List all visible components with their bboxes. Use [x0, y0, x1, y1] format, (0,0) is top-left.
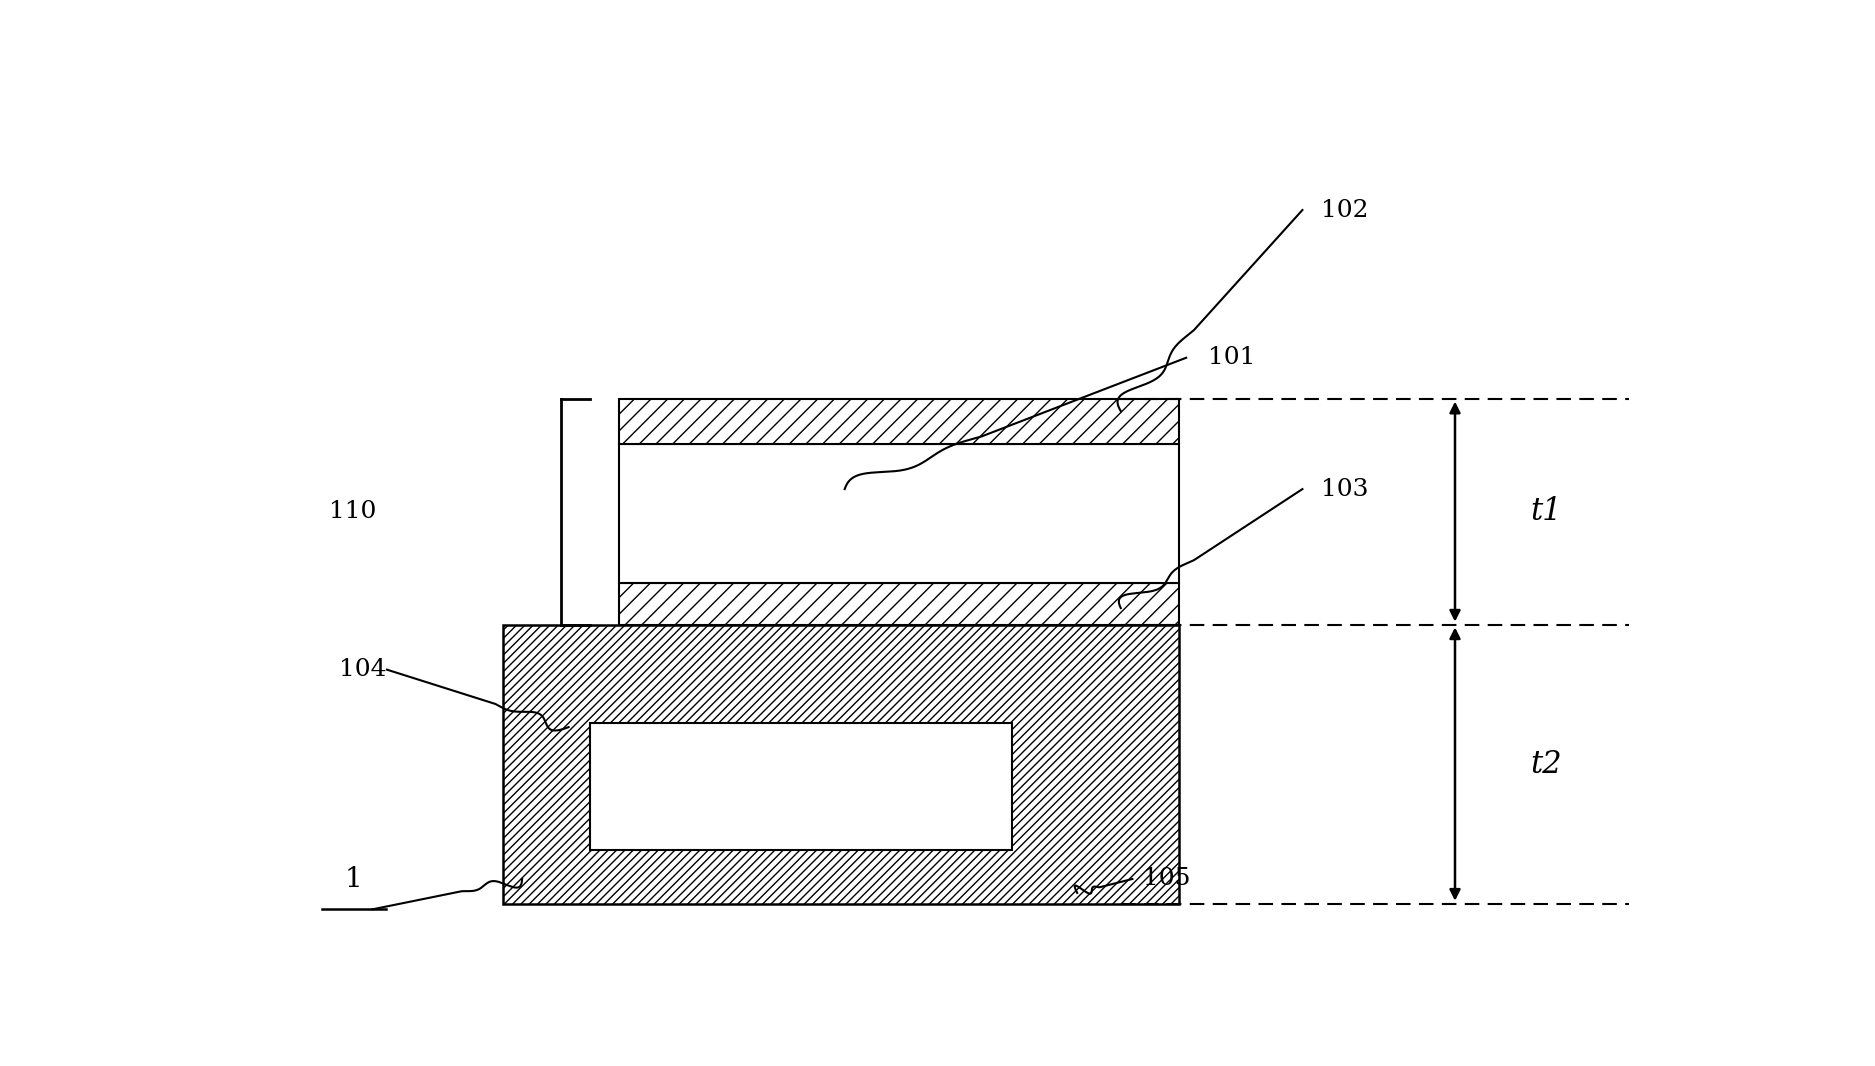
Bar: [619, 443, 1179, 583]
Bar: [591, 723, 1012, 851]
Bar: [619, 583, 1179, 625]
Text: t1: t1: [1530, 496, 1562, 527]
Text: t2: t2: [1530, 748, 1562, 779]
Text: 102: 102: [1322, 198, 1369, 222]
Text: 101: 101: [1208, 346, 1256, 369]
Text: 1: 1: [345, 866, 362, 893]
Text: 103: 103: [1322, 478, 1369, 501]
Text: 110: 110: [328, 500, 377, 522]
Bar: [503, 625, 1179, 904]
Text: 104: 104: [339, 658, 386, 681]
Text: 105: 105: [1142, 868, 1191, 890]
Bar: [619, 399, 1179, 443]
